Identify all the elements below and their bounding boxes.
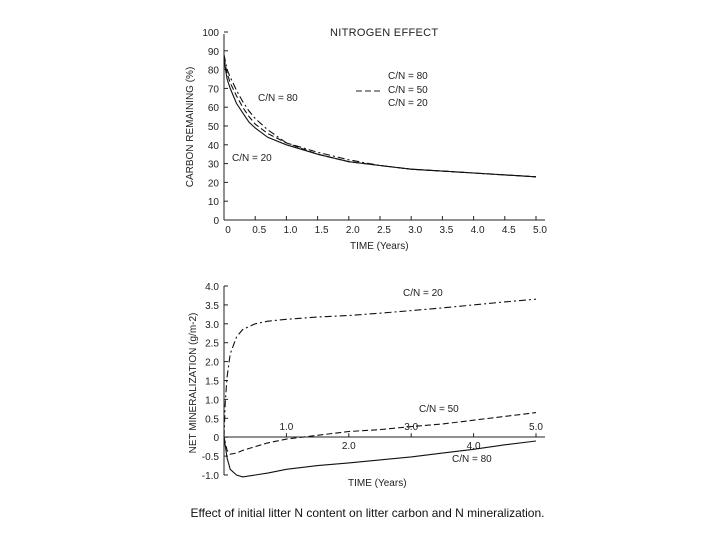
top-annotation-cn20: C/N = 20 [232, 153, 272, 164]
top-y-tick-label: 10 [208, 197, 220, 208]
bottom-y-axis-title: NET MINERALIZATION (g/m-2) [188, 313, 199, 454]
top-x-tick-label: 4.0 [471, 225, 485, 236]
top-y-tick-label: 0 [213, 216, 219, 227]
top-chart: 0 10 20 30 40 50 60 70 80 90 100 0 0.5 1.0 1.5 2.0 2.5 3… [185, 27, 547, 252]
top-y-axis-title: CARBON REMAINING (%) [185, 67, 196, 188]
top-x-tick-label: 2.5 [377, 225, 391, 236]
bottom-annotation-cn80: C/N = 80 [452, 454, 492, 465]
legend-label-cn20: C/N = 20 [388, 98, 428, 109]
top-y-tick-label: 70 [208, 84, 220, 95]
bottom-x-tick-label: 5.0 [529, 422, 543, 433]
bottom-y-tick-label: 3.5 [205, 301, 219, 312]
bottom-y-tick-label: 2.5 [205, 339, 219, 350]
bottom-series-line-cn80 [223, 437, 537, 478]
top-y-tick-label: 40 [208, 141, 220, 152]
top-y-tick-label: 50 [208, 122, 220, 133]
bottom-annotation-cn50: C/N = 50 [419, 404, 459, 415]
top-x-tick-label: 1.5 [315, 225, 329, 236]
bottom-y-tick-label: 4.0 [205, 282, 219, 293]
bottom-y-tick-label: 1.5 [205, 377, 219, 388]
top-y-tick-label: 60 [208, 103, 220, 114]
top-y-tick-label: 100 [202, 28, 219, 39]
top-y-tick-label: 20 [208, 178, 220, 189]
figure-caption: Effect of initial litter N content on li… [190, 506, 545, 520]
bottom-y-tick-label: -1.0 [202, 471, 220, 482]
bottom-y-tick-label: 0.5 [205, 414, 219, 425]
top-x-tick-label: 0 [225, 225, 231, 236]
top-y-tick-label: 80 [208, 66, 220, 77]
bottom-x-tick-label: 1.0 [279, 422, 293, 433]
top-chart-title: NITROGEN EFFECT [330, 27, 438, 39]
top-annotation-cn80: C/N = 80 [258, 93, 298, 104]
legend-label-cn50: C/N = 50 [388, 85, 428, 96]
bottom-x-tick-label: 2.0 [342, 441, 356, 452]
bottom-series-line-cn50 [223, 412, 537, 455]
bottom-annotation-cn20: C/N = 20 [403, 288, 443, 299]
top-x-tick-label: 1.0 [283, 225, 297, 236]
top-x-tick-label: 2.0 [346, 225, 360, 236]
bottom-y-tick-label: 1.0 [205, 395, 219, 406]
bottom-x-tick-label: 3.0 [404, 422, 418, 433]
top-legend: C/N = 80 C/N = 50 C/N = 20 [356, 71, 428, 109]
top-x-tick-label: 3.0 [408, 225, 422, 236]
bottom-series-line-cn20 [223, 298, 537, 438]
top-x-tick-label: 0.5 [252, 225, 266, 236]
top-x-tick-label: 5.0 [533, 225, 547, 236]
bottom-x-axis-title: TIME (Years) [348, 478, 407, 489]
bottom-y-tick-label: -0.5 [202, 452, 220, 463]
top-x-tick-label: 3.5 [439, 225, 453, 236]
bottom-chart: -1.0 -0.5 0 0.5 1.0 1.5 2.0 2.5 3.0 3.5 4.0 1.0 2.0… [188, 282, 545, 489]
top-y-tick-label: 30 [208, 160, 220, 171]
top-y-tick-label: 90 [208, 47, 220, 58]
top-x-axis-title: TIME (Years) [350, 241, 409, 252]
bottom-y-tick-label: 0 [213, 433, 219, 444]
top-x-tick-label: 4.5 [502, 225, 516, 236]
top-series-line-cn20 [223, 54, 537, 178]
bottom-y-tick-label: 3.0 [205, 320, 219, 331]
bottom-y-tick-label: 2.0 [205, 358, 219, 369]
bottom-x-tick-label: 4.0 [467, 441, 481, 452]
legend-label-cn80: C/N = 80 [388, 71, 428, 82]
